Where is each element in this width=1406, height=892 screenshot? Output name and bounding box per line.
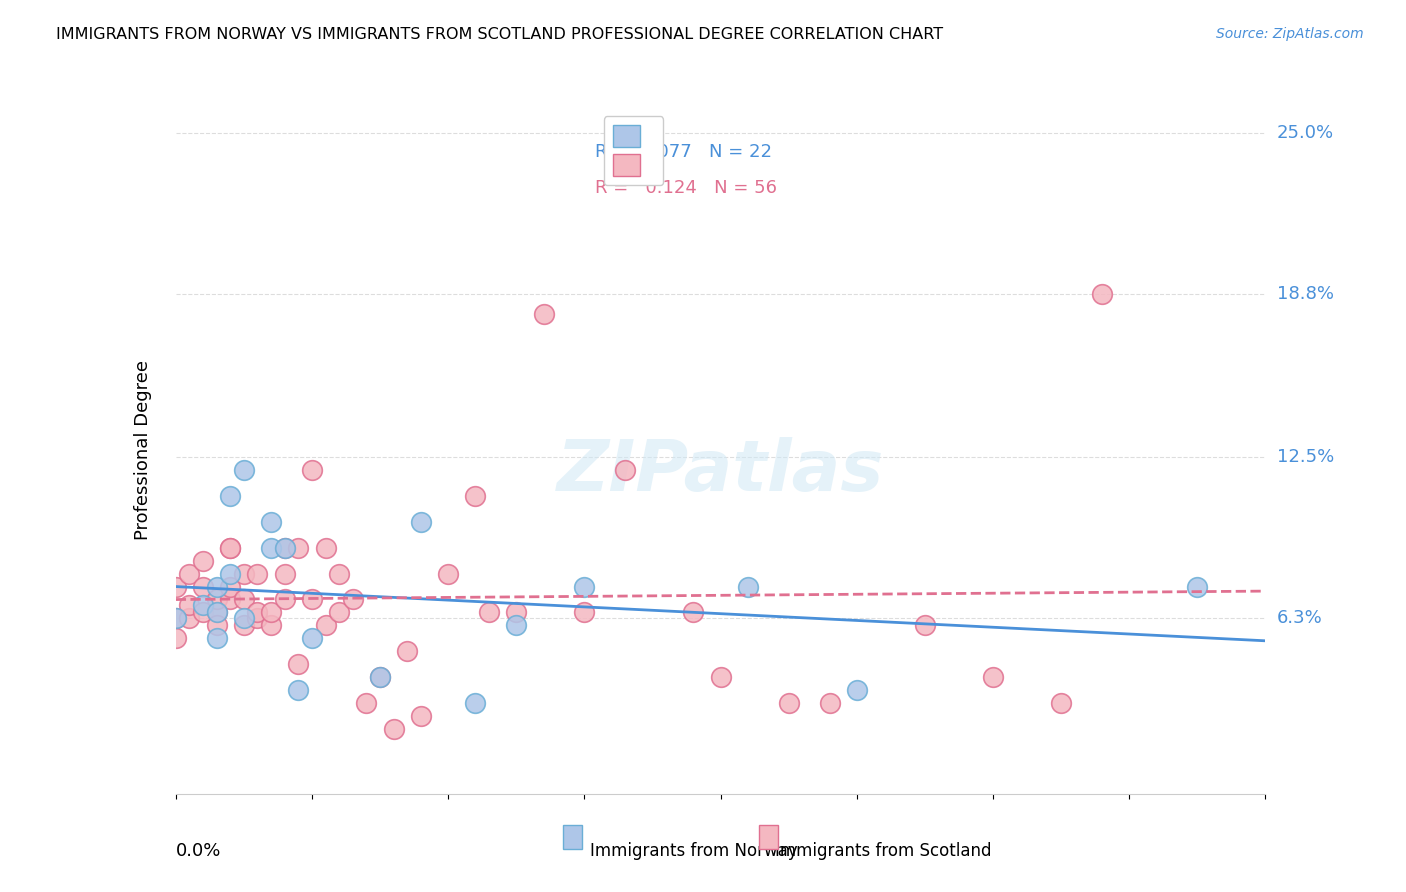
Point <box>246 606 269 620</box>
Point <box>219 489 242 503</box>
Point <box>368 670 391 684</box>
Point <box>219 580 242 594</box>
Text: ZIPatlas: ZIPatlas <box>557 436 884 506</box>
Point <box>179 598 201 612</box>
Point <box>287 541 309 555</box>
Point <box>205 592 228 607</box>
Point <box>315 618 337 632</box>
Legend: , : , <box>603 116 664 186</box>
Point <box>232 463 254 477</box>
Point <box>191 606 214 620</box>
Point <box>737 580 759 594</box>
Point <box>219 541 242 555</box>
Text: Source: ZipAtlas.com: Source: ZipAtlas.com <box>1216 27 1364 41</box>
Point <box>464 489 486 503</box>
Text: Immigrants from Scotland: Immigrants from Scotland <box>775 842 991 860</box>
Point <box>368 670 391 684</box>
Point <box>274 541 297 555</box>
Point <box>574 580 596 594</box>
Point <box>274 541 297 555</box>
Point <box>301 632 323 646</box>
Point <box>533 307 555 321</box>
Point <box>409 515 432 529</box>
Point <box>232 610 254 624</box>
Point <box>614 463 637 477</box>
Point <box>1187 580 1209 594</box>
Point <box>505 606 527 620</box>
Text: R = -0.077   N = 22: R = -0.077 N = 22 <box>595 143 772 161</box>
Point <box>179 610 201 624</box>
Point <box>778 696 800 710</box>
Point <box>274 592 297 607</box>
Text: 12.5%: 12.5% <box>1277 448 1334 466</box>
Point <box>260 606 283 620</box>
Point <box>191 553 214 567</box>
Point <box>342 592 364 607</box>
Point <box>165 610 187 624</box>
Point <box>205 618 228 632</box>
Point <box>1050 696 1073 710</box>
Text: Immigrants from Norway: Immigrants from Norway <box>591 842 797 860</box>
FancyBboxPatch shape <box>759 825 779 849</box>
Point <box>682 606 704 620</box>
Point <box>1091 286 1114 301</box>
Point <box>205 606 228 620</box>
Point <box>328 566 350 581</box>
Point <box>205 606 228 620</box>
Point <box>165 610 187 624</box>
Point <box>328 606 350 620</box>
Point <box>478 606 501 620</box>
Point <box>219 592 242 607</box>
Point <box>246 566 269 581</box>
Point <box>219 541 242 555</box>
Point <box>165 580 187 594</box>
Point <box>437 566 460 581</box>
Point <box>914 618 936 632</box>
Point <box>382 722 405 736</box>
Point <box>464 696 486 710</box>
Point <box>505 618 527 632</box>
Point <box>981 670 1004 684</box>
Point <box>287 683 309 698</box>
Text: 18.8%: 18.8% <box>1277 285 1333 302</box>
Point <box>232 618 254 632</box>
Point <box>710 670 733 684</box>
Point <box>315 541 337 555</box>
Point <box>260 541 283 555</box>
Point <box>287 657 309 672</box>
Point <box>191 580 214 594</box>
Text: IMMIGRANTS FROM NORWAY VS IMMIGRANTS FROM SCOTLAND PROFESSIONAL DEGREE CORRELATI: IMMIGRANTS FROM NORWAY VS IMMIGRANTS FRO… <box>56 27 943 42</box>
FancyBboxPatch shape <box>562 825 582 849</box>
Point <box>845 683 868 698</box>
Point <box>232 592 254 607</box>
Point <box>179 566 201 581</box>
Point <box>396 644 419 658</box>
Point <box>301 463 323 477</box>
Text: 0.0%: 0.0% <box>176 842 221 860</box>
Point <box>246 610 269 624</box>
Point <box>574 606 596 620</box>
Point <box>260 515 283 529</box>
Point <box>818 696 841 710</box>
Point <box>205 632 228 646</box>
Y-axis label: Professional Degree: Professional Degree <box>134 360 152 541</box>
Point <box>301 592 323 607</box>
Text: 6.3%: 6.3% <box>1277 608 1322 627</box>
Text: 25.0%: 25.0% <box>1277 124 1334 142</box>
Point <box>191 598 214 612</box>
Point <box>219 566 242 581</box>
Point <box>409 709 432 723</box>
Point <box>274 566 297 581</box>
Text: R =   0.124   N = 56: R = 0.124 N = 56 <box>595 179 778 197</box>
Point <box>165 632 187 646</box>
Point <box>356 696 378 710</box>
Point <box>260 618 283 632</box>
Point <box>232 566 254 581</box>
Point <box>205 580 228 594</box>
